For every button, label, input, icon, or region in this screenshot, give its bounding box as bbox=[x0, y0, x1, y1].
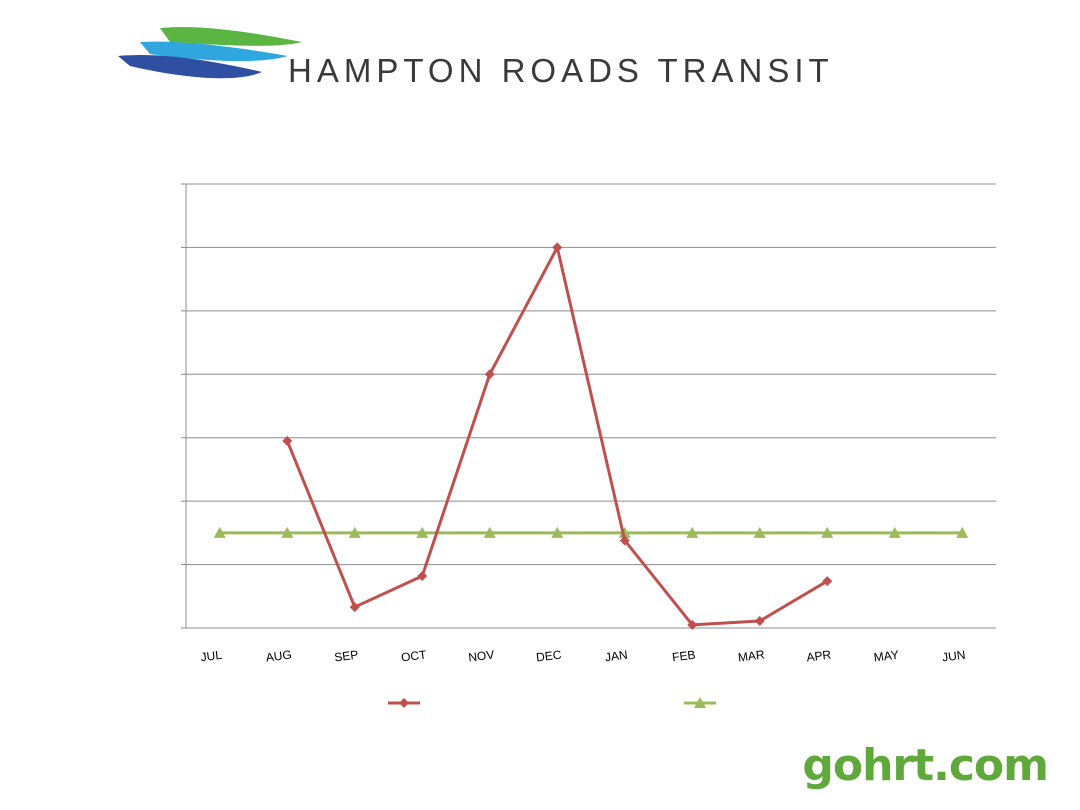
x-tick-label: AUG bbox=[265, 647, 293, 664]
series-0 bbox=[282, 242, 833, 630]
data-point-diamond bbox=[484, 369, 495, 380]
x-tick-label: JAN bbox=[604, 648, 628, 665]
data-point-diamond bbox=[687, 619, 698, 630]
data-point-diamond bbox=[552, 242, 563, 253]
x-tick-label: MAR bbox=[737, 647, 766, 664]
x-tick-label: FEB bbox=[671, 648, 696, 665]
data-point-diamond bbox=[349, 602, 360, 613]
x-tick-label: DEC bbox=[535, 647, 562, 664]
data-point-triangle bbox=[888, 526, 901, 538]
x-tick-label: JUN bbox=[941, 648, 966, 665]
data-point-triangle bbox=[483, 526, 496, 538]
logo-text: HAMPTON ROADS TRANSIT bbox=[288, 52, 834, 89]
legend-marker bbox=[694, 697, 706, 708]
data-point-triangle bbox=[956, 526, 969, 538]
data-point-triangle bbox=[348, 526, 361, 538]
data-point-diamond bbox=[619, 535, 630, 546]
hrt-logo bbox=[110, 20, 930, 100]
data-point-triangle bbox=[281, 526, 294, 538]
data-point-diamond bbox=[282, 435, 293, 446]
footer-brand: gohrt.com bbox=[802, 740, 1049, 791]
data-point-diamond bbox=[822, 576, 833, 587]
data-point-diamond bbox=[754, 616, 765, 627]
x-tick-label: MAY bbox=[873, 648, 900, 665]
data-point-triangle bbox=[213, 526, 226, 538]
grid-lines bbox=[186, 183, 996, 566]
data-point-triangle bbox=[416, 526, 429, 538]
legend-entry-1 bbox=[684, 697, 716, 708]
data-point-triangle bbox=[686, 526, 699, 538]
data-point-triangle bbox=[618, 526, 631, 538]
axes bbox=[181, 183, 996, 629]
x-tick-label: NOV bbox=[467, 647, 495, 664]
series-1 bbox=[213, 526, 969, 538]
hrt-logo-swoosh-icon bbox=[118, 26, 302, 79]
legend bbox=[388, 697, 716, 708]
x-tick-label: SEP bbox=[333, 648, 359, 665]
data-point-diamond bbox=[417, 570, 428, 581]
x-tick-label: APR bbox=[806, 648, 833, 665]
legend-marker bbox=[399, 698, 409, 708]
series-layer bbox=[213, 242, 969, 630]
x-tick-label: JUL bbox=[200, 648, 223, 665]
legend-entry-0 bbox=[388, 698, 420, 708]
x-tick-label: OCT bbox=[400, 647, 428, 664]
series-line bbox=[285, 245, 829, 627]
data-point-triangle bbox=[551, 526, 564, 538]
data-point-triangle bbox=[821, 526, 834, 538]
data-point-triangle bbox=[753, 526, 766, 538]
x-tick-labels: JUL AUG SEP OCT NOV DEC JAN FEB MAR APR MAY JUN bbox=[200, 647, 966, 664]
